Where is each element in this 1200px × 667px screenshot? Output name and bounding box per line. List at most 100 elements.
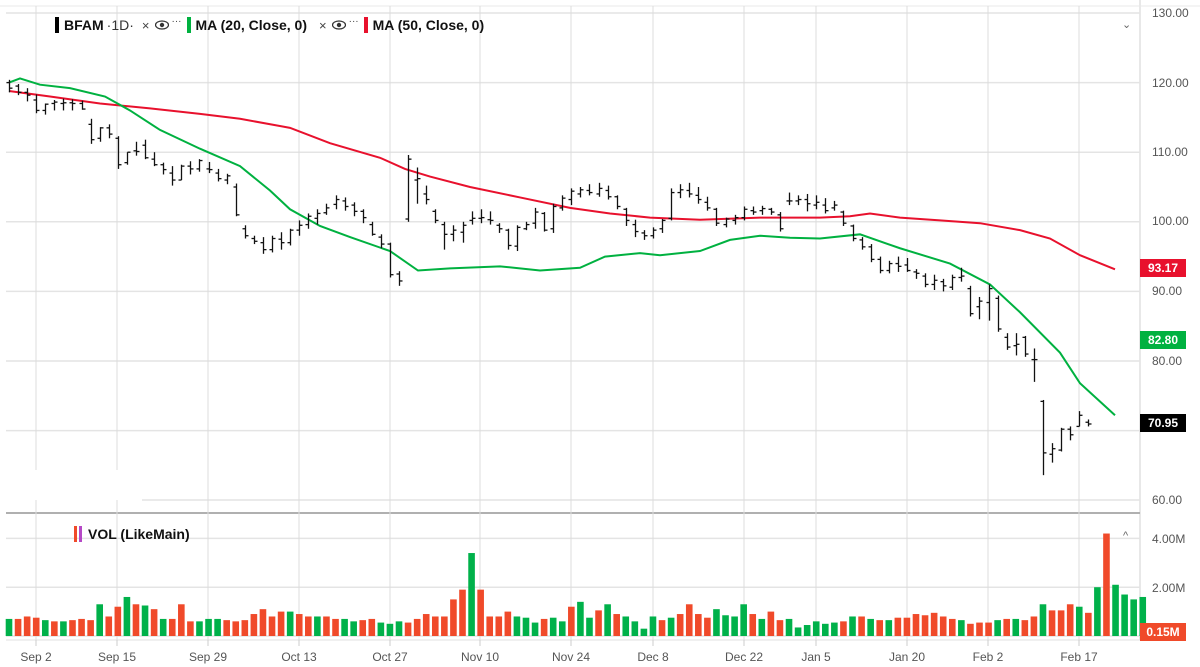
ma50-line [8,89,1116,271]
volume-bar [531,622,539,636]
volume-bar [305,616,312,636]
more-icon[interactable]: ··· [171,15,182,27]
volume-bar [141,605,149,636]
volume-bar [568,606,575,636]
chevron-down-icon[interactable]: ⌄ [1122,19,1132,31]
overlay-mask [0,470,142,500]
volume-bar [504,611,512,636]
volume-bar [840,621,847,636]
ma20-label: MA (20, Close, 0) [195,17,308,33]
volume-legend[interactable]: VOL (LikeMain) [74,526,190,542]
volume-bar [622,616,630,636]
volume-bar [731,616,738,636]
ma20-legend[interactable]: MA (20, Close, 0) × ··· [186,15,359,33]
volume-bar [187,621,194,636]
volume-bar [676,614,684,636]
volume-bar [350,621,357,636]
volume-bar [894,617,902,636]
volume-bar [758,618,766,636]
date-label: Jan 20 [888,650,926,664]
chevron-up-icon[interactable]: ^ [1123,530,1129,542]
volume-bar [441,616,448,636]
volume-bar [332,618,339,636]
volume-bar [295,614,303,636]
volume-bar [1103,533,1110,636]
volume-bar [259,609,267,636]
price-tick: 130.00 [1152,6,1189,20]
volume-bar [912,614,920,636]
volume-bar [586,617,593,636]
volume-bar [32,617,40,636]
ma50-legend[interactable]: MA (50, Close, 0) [363,17,485,33]
price-tick: 100.00 [1152,214,1189,228]
volume-bar [1130,599,1137,636]
date-label: Dec 22 [724,650,764,664]
volume-bar [413,618,421,636]
volume-bar [903,617,911,636]
volume-bar [794,627,802,636]
volume-bar [422,614,430,636]
volume-bar [223,620,230,636]
symbol-label: BFAM [64,17,104,33]
eye-icon[interactable] [154,18,169,33]
eye-icon[interactable] [331,18,346,33]
volume-bar [1030,616,1038,636]
volume-bar [1121,594,1128,636]
volume-bar [613,614,620,636]
volume-bar [404,622,412,636]
volume-bar [540,618,548,636]
volume-bar [286,611,294,636]
volume-bar [51,621,58,636]
price-tick: 120.00 [1152,76,1189,90]
volume-bar [822,623,829,636]
volume-bar [105,616,113,636]
date-label: Dec 8 [637,650,669,664]
date-label: Feb 17 [1060,650,1098,664]
volume-bar [1057,610,1065,636]
volume-bar [595,610,602,636]
volume-bar [958,620,965,636]
volume-bar [1003,618,1010,636]
volume-bar [930,612,938,636]
symbol-swatch [55,17,59,33]
volume-bar [459,589,466,636]
volume-bar [695,614,702,636]
volume-bar [948,618,956,636]
symbol-legend[interactable]: BFAM ·1D· × ··· [55,15,182,33]
volume-bar [14,618,22,636]
volume-bar [812,621,820,636]
volume-bar [1066,604,1074,636]
price-tick: 60.00 [1152,493,1183,507]
volume-bar [214,618,221,636]
volume-bar [368,618,376,636]
volume-bar [849,616,856,636]
volume-bar [5,618,13,636]
date-label: Jan 5 [801,650,831,664]
ma50-label: MA (50, Close, 0) [372,17,485,33]
volume-bar [985,622,992,636]
volume-bar [477,589,484,636]
volume-bar [939,616,947,636]
more-icon[interactable]: ··· [348,15,359,27]
volume-bar [69,620,76,636]
volume-bar [314,616,321,636]
volume-bar [1112,584,1119,636]
ma20-swatch [186,17,191,33]
close-icon[interactable]: × [141,17,150,33]
date-label: Feb 2 [972,650,1004,664]
volume-bar [577,601,584,636]
volume-bar [658,620,666,636]
volume-bar [785,618,793,636]
volume-bar [205,618,212,636]
volume-bar [41,620,49,636]
close-icon[interactable]: × [319,17,327,33]
volume-bar [1139,596,1147,636]
volume-bar [178,604,185,636]
volume-bar [159,618,167,636]
volume-bar [976,622,983,636]
volume-bar [549,617,557,636]
volume-bar [468,553,475,636]
date-label: Oct 27 [372,650,408,664]
volume-bar [241,620,249,636]
